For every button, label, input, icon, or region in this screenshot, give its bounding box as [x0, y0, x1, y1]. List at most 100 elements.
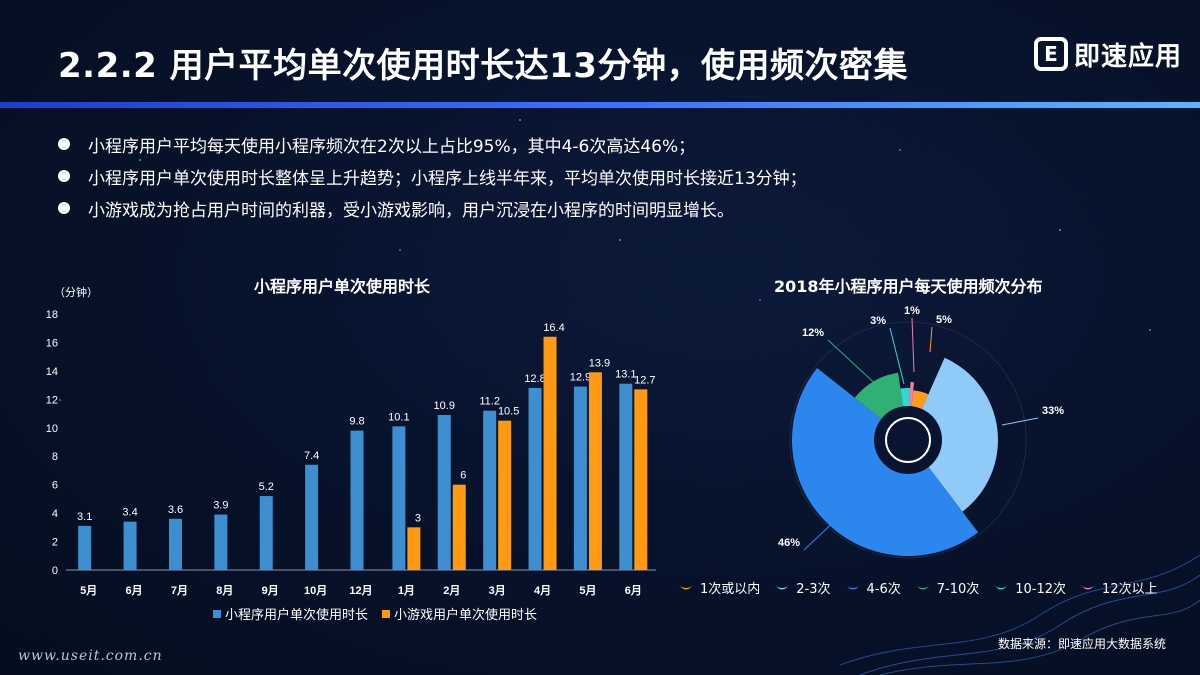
legend-label: 12次以上 [1102, 582, 1158, 597]
leader-line [911, 317, 915, 373]
y-tick-label: 6 [52, 480, 58, 492]
donut-slice [921, 357, 998, 512]
slice-value-label: 46% [778, 537, 800, 549]
x-tick-label: 9月 [262, 584, 279, 597]
bar-mini-program [573, 386, 587, 570]
leader-line [1001, 417, 1039, 426]
legend-item-2-3x: 2-3次 [772, 578, 831, 597]
brand-logo-group: E 即速应用 [1033, 34, 1182, 74]
bar-mini-program [619, 383, 633, 570]
leader-line [803, 515, 841, 551]
legend-arc-icon [993, 583, 1010, 590]
data-label: 16.4 [543, 322, 564, 334]
data-label: 10.9 [434, 400, 455, 412]
data-label: 12.7 [634, 374, 655, 386]
donut-chart-legend: 1次或以内 2-3次 4-6次 7-10次 10-12次 12次以上 [676, 578, 1170, 597]
legend-item-10-12x: 10-12次 [991, 578, 1066, 597]
legend-item-mini-game: 小游戏用户单次使用时长 [382, 604, 537, 623]
x-tick-label: 4月 [534, 584, 551, 597]
data-label: 9.8 [349, 416, 364, 428]
x-tick-label: 2月 [443, 584, 460, 597]
title-underline-bar [0, 102, 1200, 108]
bullet-text: 小程序用户单次使用时长整体呈上升趋势；小程序上线半年来，平均单次使用时长接近13… [88, 168, 807, 189]
bar-mini-game [588, 372, 602, 570]
data-source: 数据来源：即速应用大数据系统 [997, 637, 1166, 651]
slice-value-label: 5% [936, 314, 952, 326]
bar-mini-program [305, 464, 319, 570]
legend-label: 小程序用户单次使用时长 [225, 608, 369, 623]
legend-label: 2-3次 [796, 582, 831, 597]
bar-mini-program [123, 521, 137, 570]
legend-item-7-10x: 7-10次 [913, 578, 980, 597]
leader-line [827, 339, 883, 391]
slice-value-label: 3% [870, 315, 886, 327]
bullet-text: 小游戏成为抢占用户时间的利器，受小游戏影响，用户沉浸在小程序的时间明显增长。 [88, 200, 734, 221]
data-label: 13.9 [589, 357, 610, 369]
bar-mini-game [407, 527, 421, 570]
bar-mini-program [437, 414, 451, 570]
y-tick-label: 4 [52, 508, 58, 520]
legend-arc-icon [1080, 583, 1097, 590]
legend-item-12plus: 12次以上 [1078, 578, 1158, 597]
data-label: 6 [460, 470, 466, 482]
y-tick-label: 10 [46, 423, 58, 435]
y-tick-label: 14 [46, 366, 58, 378]
legend-swatch-blue [213, 609, 221, 618]
bullet-item: 小程序用户平均每天使用小程序频次在2次以上占比95%，其中4-6次高达46%； [58, 128, 807, 160]
bar-mini-game [634, 389, 648, 570]
legend-label: 10-12次 [1015, 582, 1067, 597]
bar-mini-game [452, 484, 466, 570]
legend-label: 4-6次 [866, 582, 901, 597]
data-label: 3.6 [168, 504, 183, 516]
brand-name: 即速应用 [1073, 41, 1182, 72]
bar-mini-program [78, 525, 92, 570]
bar-mini-program [214, 514, 228, 570]
y-tick-label: 16 [46, 337, 58, 349]
legend-item-1x: 1次或以内 [676, 578, 760, 597]
bar-mini-program [259, 496, 273, 570]
donut-inner-ring [885, 417, 931, 463]
donut-slice [900, 388, 911, 407]
bar-chart-title: 小程序用户单次使用时长 [254, 277, 431, 296]
bar-mini-game [543, 336, 557, 570]
bullet-dot-icon [58, 170, 70, 182]
bar-mini-program [168, 518, 182, 570]
x-tick-label: 7月 [171, 584, 188, 597]
legend-label: 7-10次 [936, 582, 980, 597]
legend-arc-icon [844, 583, 861, 590]
data-label: 3.1 [77, 511, 92, 523]
x-tick-label: 10月 [304, 584, 327, 597]
y-axis-unit-label: （分钟） [54, 285, 98, 299]
bar-mini-program [350, 430, 364, 570]
bar-mini-program [528, 387, 542, 570]
x-tick-label: 12月 [349, 584, 372, 597]
page-title: 2.2.2 用户平均单次使用时长达13分钟，使用频次密集 [58, 46, 908, 86]
data-label: 12.9 [570, 372, 591, 384]
slice-value-label: 1% [904, 305, 920, 317]
data-label: 10.1 [388, 411, 409, 423]
donut-slice [911, 390, 929, 409]
footer-url: www.useit.com.cn [18, 648, 163, 664]
x-tick-label: 6月 [625, 584, 642, 597]
bullet-list: 小程序用户平均每天使用小程序频次在2次以上占比95%，其中4-6次高达46%； … [58, 128, 807, 224]
bullet-dot-icon [58, 138, 70, 150]
donut-slice [854, 372, 904, 419]
bullet-item: 小游戏成为抢占用户时间的利器，受小游戏影响，用户沉浸在小程序的时间明显增长。 [58, 192, 807, 224]
legend-item-4-6x: 4-6次 [843, 578, 901, 597]
data-label: 10.5 [498, 406, 519, 418]
bar-mini-game [498, 420, 512, 570]
x-tick-label: 5月 [579, 584, 596, 597]
legend-item-mini-program: 小程序用户单次使用时长 [213, 604, 368, 623]
legend-arc-icon [774, 583, 791, 590]
data-label: 3.4 [122, 507, 137, 519]
legend-arc-icon [914, 583, 931, 590]
brand-logo-icon: E [1033, 37, 1068, 71]
bar-mini-program [392, 426, 406, 570]
x-tick-label: 5月 [80, 584, 97, 597]
legend-arc-icon [678, 583, 694, 590]
x-tick-label: 1月 [398, 584, 415, 597]
bullet-dot-icon [58, 202, 70, 214]
bar-mini-program [483, 410, 497, 570]
data-label: 5.2 [259, 481, 274, 493]
leader-line [889, 327, 905, 385]
